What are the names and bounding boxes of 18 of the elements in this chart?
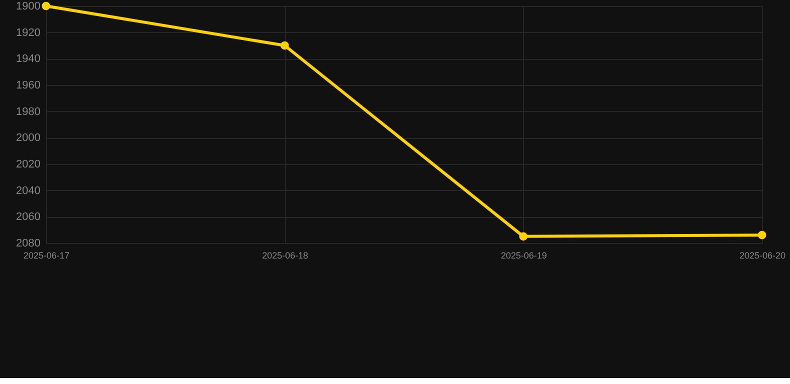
x-tick-label: 2025-06-17 <box>23 250 70 260</box>
point <box>758 230 766 240</box>
y-tick-label: 2000 <box>16 132 40 144</box>
y-tick-label: 1940 <box>16 53 40 66</box>
y-tick-label: 2020 <box>16 158 40 170</box>
point <box>519 232 528 241</box>
x-tick-label: 2025-06-20 <box>739 250 786 260</box>
y-tick-label: 2060 <box>16 211 40 224</box>
y-tick-label: 1900 <box>16 0 40 12</box>
point <box>280 41 289 50</box>
y-tick-label: 1980 <box>16 106 40 118</box>
y-tick-label: 1960 <box>16 80 40 92</box>
y-tick-label: 2040 <box>16 184 40 197</box>
point <box>42 2 50 10</box>
x-tick-label: 2025-06-19 <box>500 250 547 260</box>
y-tick-label: 2080 <box>16 238 40 250</box>
y-tick-label: 1920 <box>16 26 40 39</box>
x-tick-label: 2025-06-18 <box>262 250 308 260</box>
